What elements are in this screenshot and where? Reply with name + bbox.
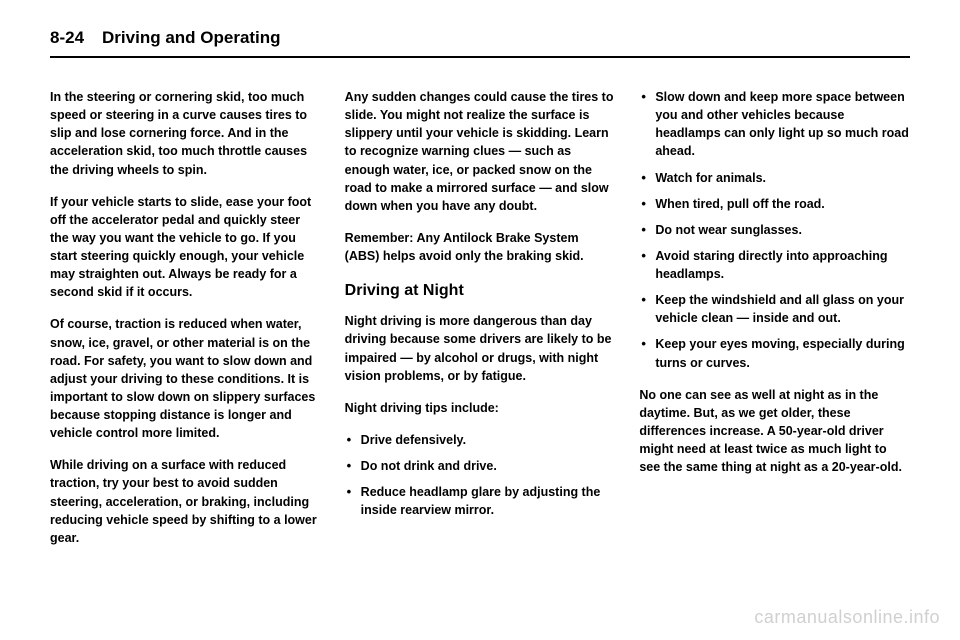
- column-3: Slow down and keep more space between yo…: [639, 88, 910, 561]
- header-content: 8-24 Driving and Operating: [50, 28, 281, 47]
- bullet-list: Drive defensively. Do not drink and driv…: [345, 431, 616, 520]
- content-columns: In the steering or cornering skid, too m…: [50, 88, 910, 561]
- list-item: Avoid staring directly into approaching …: [639, 247, 910, 283]
- paragraph: No one can see as well at night as in th…: [639, 386, 910, 477]
- list-item: Keep your eyes moving, especially during…: [639, 335, 910, 371]
- paragraph: Of course, traction is reduced when wate…: [50, 315, 321, 442]
- list-item: Reduce headlamp glare by adjusting the i…: [345, 483, 616, 519]
- paragraph: If your vehicle starts to slide, ease yo…: [50, 193, 321, 302]
- paragraph: In the steering or cornering skid, too m…: [50, 88, 321, 179]
- list-item: Do not drink and drive.: [345, 457, 616, 475]
- watermark: carmanualsonline.info: [754, 607, 940, 628]
- page-header: 8-24 Driving and Operating: [50, 28, 910, 58]
- paragraph: Night driving is more dangerous than day…: [345, 312, 616, 385]
- list-item: Keep the windshield and all glass on you…: [639, 291, 910, 327]
- section-title: Driving and Operating: [102, 28, 281, 47]
- paragraph: Any sudden changes could cause the tires…: [345, 88, 616, 215]
- paragraph: Night driving tips include:: [345, 399, 616, 417]
- column-1: In the steering or cornering skid, too m…: [50, 88, 321, 561]
- list-item: Drive defensively.: [345, 431, 616, 449]
- page-container: 8-24 Driving and Operating In the steerin…: [0, 0, 960, 581]
- page-number: 8-24: [50, 28, 84, 47]
- paragraph: Remember: Any Antilock Brake System (ABS…: [345, 229, 616, 265]
- list-item: Watch for animals.: [639, 169, 910, 187]
- paragraph: While driving on a surface with reduced …: [50, 456, 321, 547]
- bullet-list: Slow down and keep more space between yo…: [639, 88, 910, 372]
- list-item: When tired, pull off the road.: [639, 195, 910, 213]
- section-heading: Driving at Night: [345, 279, 616, 302]
- list-item: Do not wear sunglasses.: [639, 221, 910, 239]
- list-item: Slow down and keep more space between yo…: [639, 88, 910, 161]
- column-2: Any sudden changes could cause the tires…: [345, 88, 616, 561]
